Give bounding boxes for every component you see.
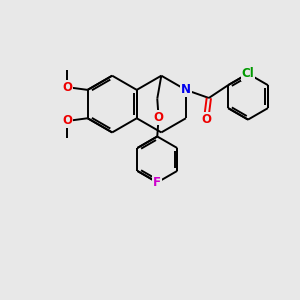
- Text: O: O: [201, 112, 211, 126]
- Text: F: F: [153, 176, 161, 189]
- Text: N: N: [181, 83, 191, 96]
- Text: O: O: [62, 81, 72, 94]
- Text: Cl: Cl: [242, 67, 254, 80]
- Text: O: O: [62, 115, 72, 128]
- Text: O: O: [154, 111, 164, 124]
